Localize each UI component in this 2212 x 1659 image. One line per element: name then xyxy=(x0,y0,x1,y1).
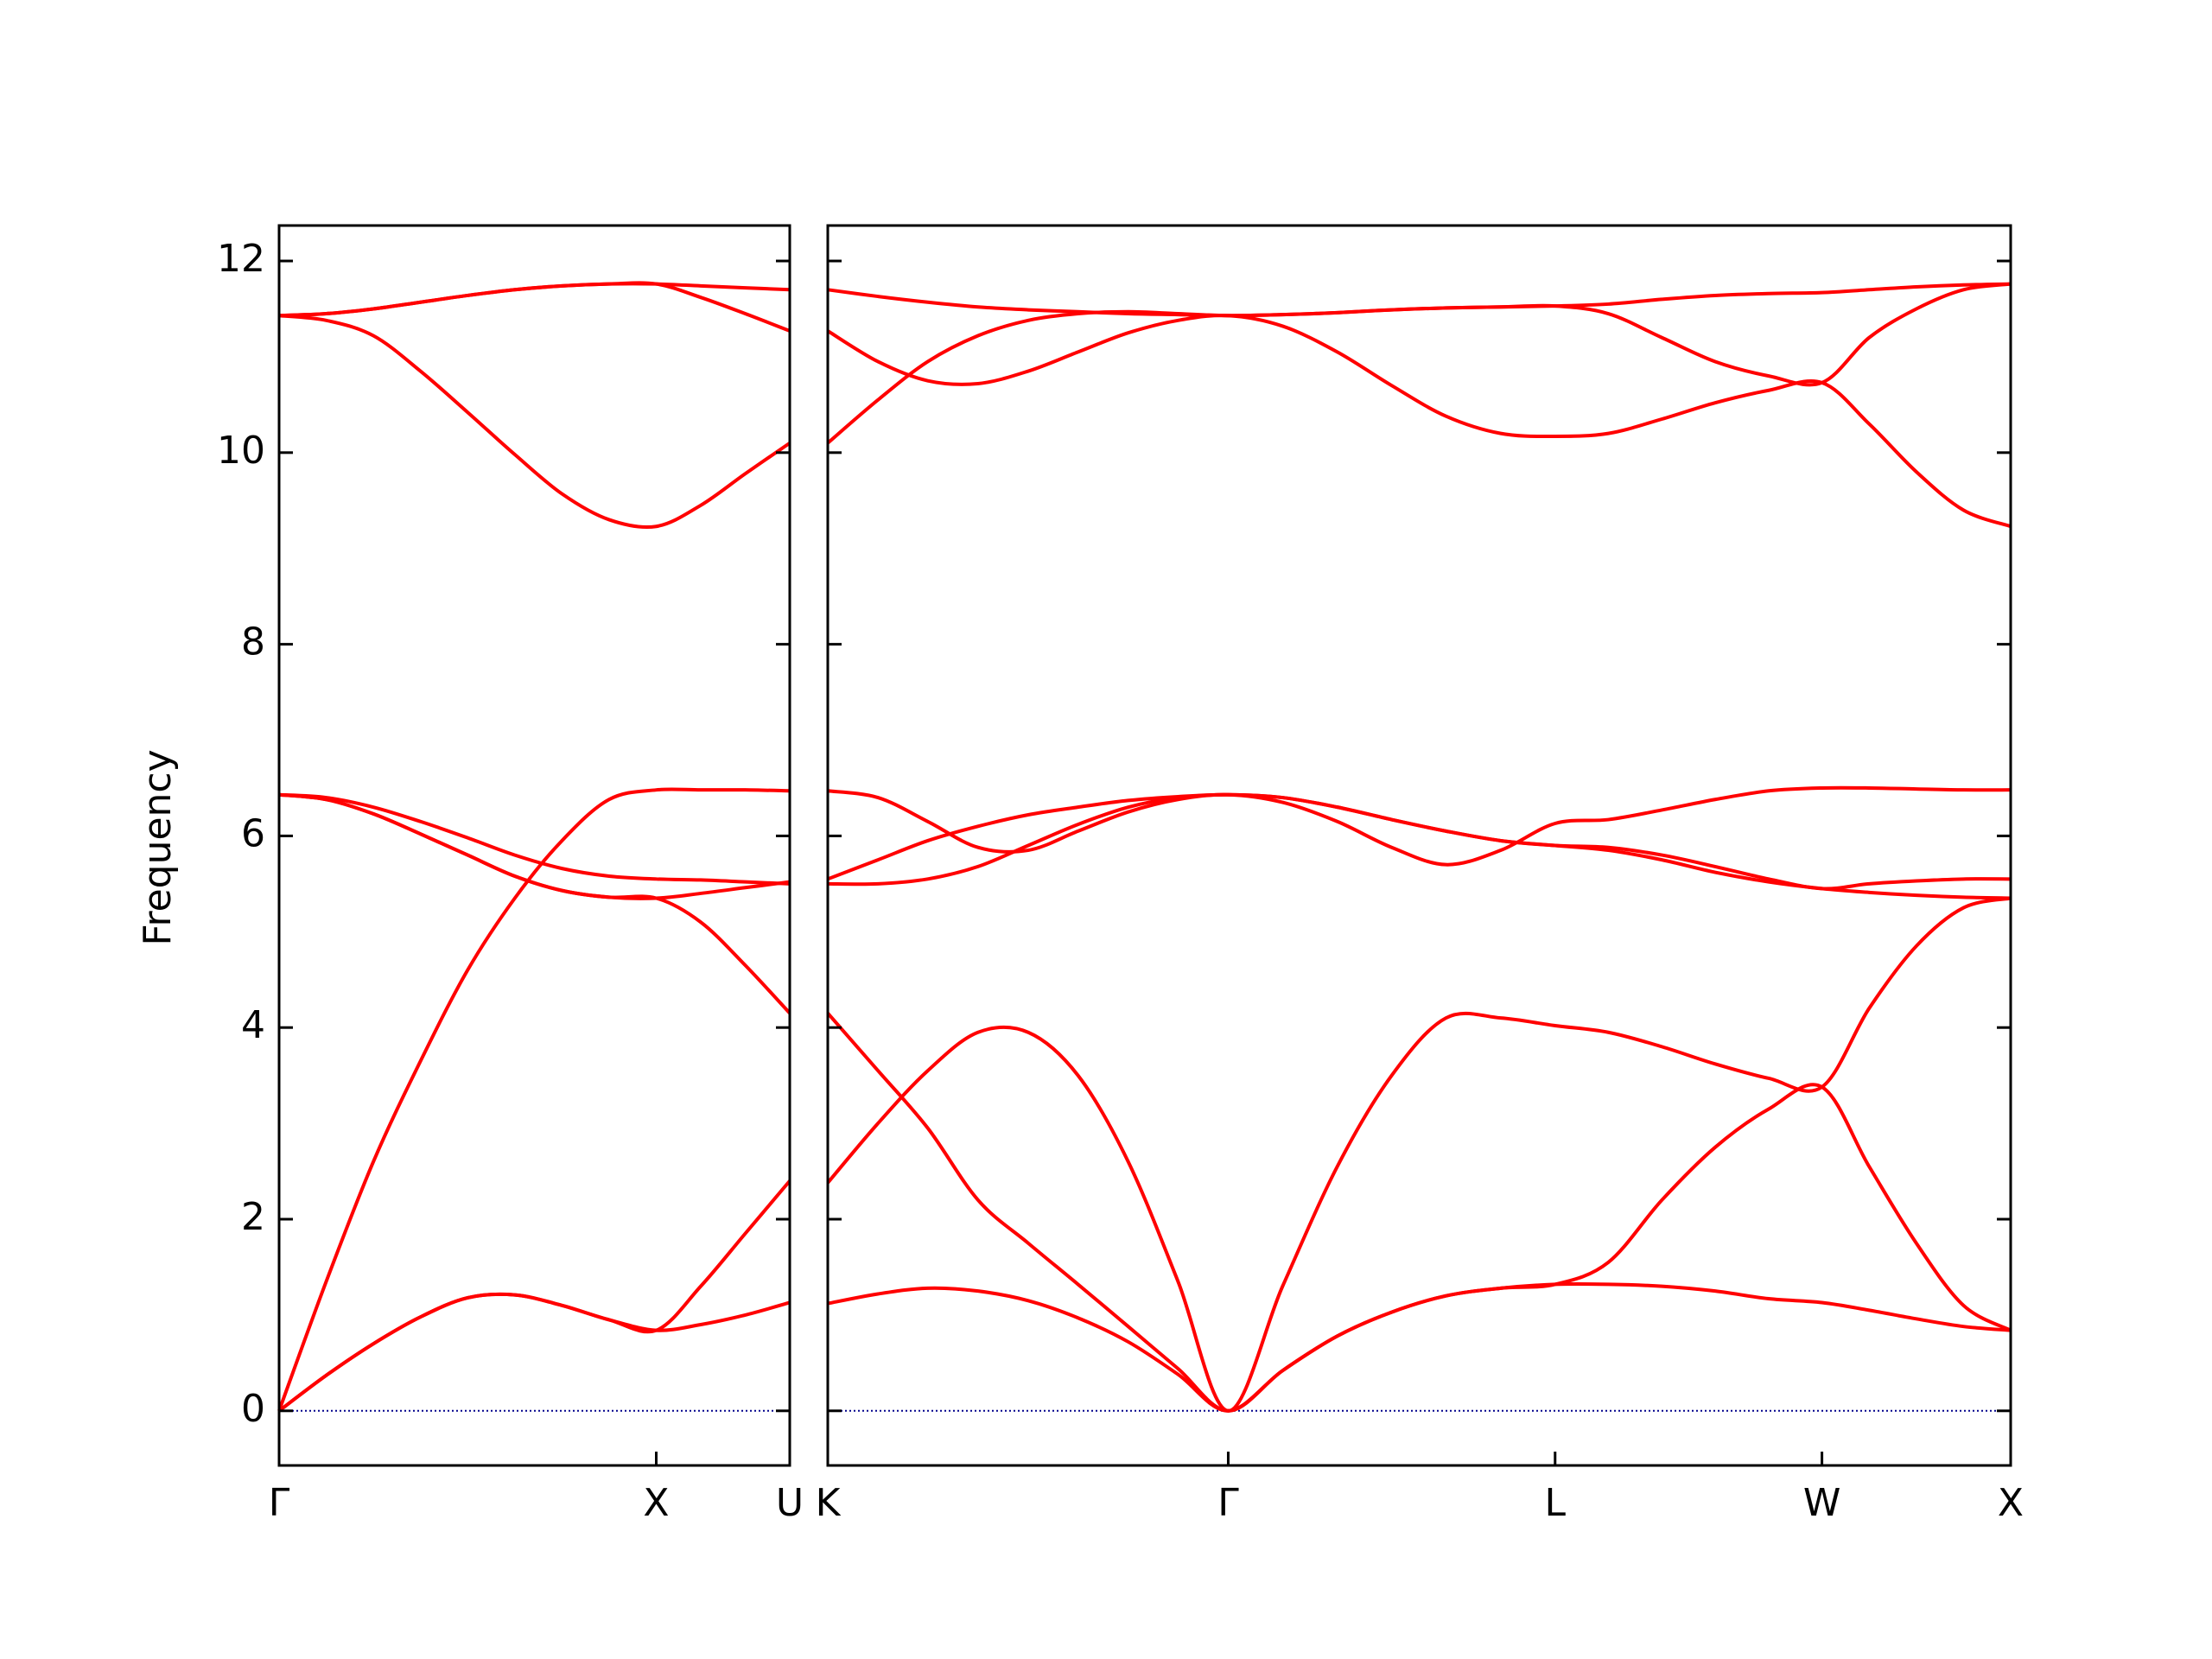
x-tick-label: X xyxy=(1998,1481,2024,1525)
band-line xyxy=(278,792,791,886)
band-line xyxy=(826,896,2012,1413)
band-line xyxy=(277,1179,791,1413)
y-tick-label: 2 xyxy=(241,1195,265,1239)
band-line xyxy=(826,1012,2012,1413)
band-line xyxy=(278,281,791,333)
x-tick-label: K xyxy=(816,1481,842,1525)
x-tick-label: X xyxy=(643,1481,669,1525)
x-tick-label: Γ xyxy=(1217,1481,1239,1525)
plot-frame xyxy=(826,224,2012,1467)
x-tick-label: W xyxy=(1803,1481,1841,1525)
band-line xyxy=(278,314,791,530)
y-tick-label: 10 xyxy=(217,429,265,473)
y-tick-label: 8 xyxy=(241,620,265,664)
band-line xyxy=(827,282,2012,318)
band-line xyxy=(827,792,2012,900)
x-tick-label: L xyxy=(1544,1481,1566,1525)
x-tick-label: Γ xyxy=(269,1481,290,1525)
band-line xyxy=(827,785,2012,867)
y-tick-label: 0 xyxy=(241,1387,265,1431)
plot-frame xyxy=(277,224,791,1467)
band-line xyxy=(278,792,791,1014)
band-line xyxy=(277,787,791,1412)
band-line xyxy=(277,1292,791,1413)
band-line xyxy=(826,314,2012,529)
band-line xyxy=(827,792,2012,891)
x-tick-label: U xyxy=(776,1481,804,1525)
y-axis-label: Frequency xyxy=(136,749,180,945)
y-tick-label: 6 xyxy=(241,811,265,855)
y-tick-label: 4 xyxy=(241,1003,265,1047)
y-tick-label: 12 xyxy=(217,237,265,281)
band-line xyxy=(278,792,791,900)
